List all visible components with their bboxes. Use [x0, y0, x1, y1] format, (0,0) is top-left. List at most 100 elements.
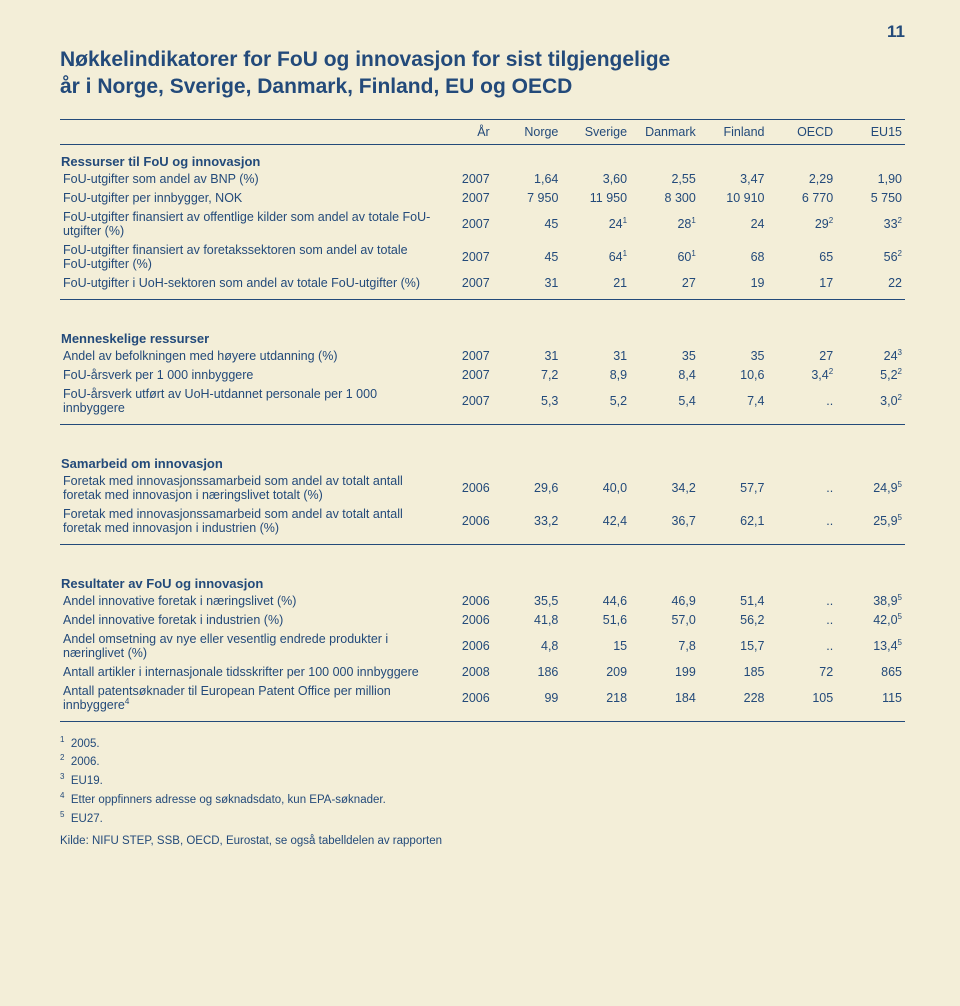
- row-value: 5,22: [836, 366, 905, 385]
- row-year: 2006: [433, 472, 492, 505]
- row-value: 40,0: [561, 472, 630, 505]
- row-value: 35: [699, 347, 768, 366]
- row-value: 56,2: [699, 611, 768, 630]
- section-title: Menneskelige ressurser: [60, 322, 905, 347]
- row-value: 35: [630, 347, 699, 366]
- footnote: 2 2006.: [60, 754, 905, 772]
- row-label: FoU-utgifter per innbygger, NOK: [60, 189, 433, 208]
- row-value: 31: [561, 347, 630, 366]
- page-number: 11: [60, 22, 905, 42]
- row-label: FoU-utgifter finansiert av offentlige ki…: [60, 208, 433, 241]
- table-row: FoU-utgifter per innbygger, NOK20077 950…: [60, 189, 905, 208]
- row-value: 5,3: [493, 385, 562, 418]
- row-value: 31: [493, 274, 562, 293]
- section-header-row: Menneskelige ressurser: [60, 322, 905, 347]
- table-row: Foretak med innovasjonssamarbeid som and…: [60, 472, 905, 505]
- row-label: Foretak med innovasjonssamarbeid som and…: [60, 505, 433, 538]
- row-value: 24: [699, 208, 768, 241]
- row-value: 15: [561, 630, 630, 663]
- source-line: Kilde: NIFU STEP, SSB, OECD, Eurostat, s…: [60, 835, 905, 847]
- row-label: FoU-årsverk per 1 000 innbyggere: [60, 366, 433, 385]
- table-row: Antall artikler i internasjonale tidsskr…: [60, 663, 905, 682]
- footnotes: 1 2005.2 2006.3 EU19.4 Etter oppfinners …: [60, 736, 905, 829]
- row-value: ..: [768, 630, 837, 663]
- row-value: 36,7: [630, 505, 699, 538]
- row-value: 10 910: [699, 189, 768, 208]
- row-year: 2006: [433, 592, 492, 611]
- row-value: 24,95: [836, 472, 905, 505]
- row-value: 228: [699, 682, 768, 715]
- row-value: ..: [768, 611, 837, 630]
- table-row: FoU-utgifter i UoH-sektoren som andel av…: [60, 274, 905, 293]
- row-value: 8,9: [561, 366, 630, 385]
- row-value: 11 950: [561, 189, 630, 208]
- indicator-table: ÅrNorgeSverigeDanmarkFinlandOECDEU15Ress…: [60, 119, 905, 722]
- table-row: FoU-utgifter som andel av BNP (%)20071,6…: [60, 170, 905, 189]
- row-value: 4,8: [493, 630, 562, 663]
- row-value: 562: [836, 241, 905, 274]
- title-line-1: Nøkkelindikatorer for FoU og innovasjon …: [60, 48, 670, 71]
- table-row: Antall patentsøknader til European Paten…: [60, 682, 905, 715]
- column-header: EU15: [836, 119, 905, 144]
- table-row: FoU-utgifter finansiert av offentlige ki…: [60, 208, 905, 241]
- row-value: 46,9: [630, 592, 699, 611]
- row-year: 2007: [433, 366, 492, 385]
- row-value: 65: [768, 241, 837, 274]
- column-header: Sverige: [561, 119, 630, 144]
- row-value: 10,6: [699, 366, 768, 385]
- row-year: 2007: [433, 347, 492, 366]
- row-value: ..: [768, 592, 837, 611]
- column-header: OECD: [768, 119, 837, 144]
- table-row: FoU-årsverk utført av UoH-utdannet perso…: [60, 385, 905, 418]
- row-year: 2006: [433, 611, 492, 630]
- row-label: Andel omsetning av nye eller vesentlig e…: [60, 630, 433, 663]
- row-value: 281: [630, 208, 699, 241]
- row-value: 7 950: [493, 189, 562, 208]
- row-value: 7,8: [630, 630, 699, 663]
- row-year: 2007: [433, 274, 492, 293]
- row-value: 218: [561, 682, 630, 715]
- row-value: 22: [836, 274, 905, 293]
- table-row: Andel av befolkningen med høyere utdanni…: [60, 347, 905, 366]
- header-empty: [60, 119, 433, 144]
- row-year: 2007: [433, 189, 492, 208]
- row-value: 31: [493, 347, 562, 366]
- footnote: 4 Etter oppfinners adresse og søknadsdat…: [60, 792, 905, 810]
- row-label: FoU-årsverk utført av UoH-utdannet perso…: [60, 385, 433, 418]
- row-value: 7,2: [493, 366, 562, 385]
- section-title: Ressurser til FoU og innovasjon: [60, 144, 905, 170]
- row-value: 641: [561, 241, 630, 274]
- row-label: Andel innovative foretak i industrien (%…: [60, 611, 433, 630]
- row-value: 115: [836, 682, 905, 715]
- row-value: 3,42: [768, 366, 837, 385]
- section-gap: [60, 424, 905, 447]
- column-header: Norge: [493, 119, 562, 144]
- row-year: 2007: [433, 241, 492, 274]
- row-value: 62,1: [699, 505, 768, 538]
- row-value: 865: [836, 663, 905, 682]
- row-label: FoU-utgifter som andel av BNP (%): [60, 170, 433, 189]
- row-value: 1,90: [836, 170, 905, 189]
- row-value: 2,29: [768, 170, 837, 189]
- row-value: ..: [768, 472, 837, 505]
- row-value: 51,6: [561, 611, 630, 630]
- row-value: 51,4: [699, 592, 768, 611]
- footnote: 3 EU19.: [60, 773, 905, 791]
- page-title: Nøkkelindikatorer for FoU og innovasjon …: [60, 46, 905, 101]
- row-value: 17: [768, 274, 837, 293]
- column-header: Danmark: [630, 119, 699, 144]
- row-value: 38,95: [836, 592, 905, 611]
- column-header: Finland: [699, 119, 768, 144]
- row-value: 45: [493, 208, 562, 241]
- row-value: 601: [630, 241, 699, 274]
- section-header-row: Ressurser til FoU og innovasjon: [60, 144, 905, 170]
- row-value: 209: [561, 663, 630, 682]
- row-value: 1,64: [493, 170, 562, 189]
- section-title: Samarbeid om innovasjon: [60, 447, 905, 472]
- row-value: 99: [493, 682, 562, 715]
- row-value: 27: [630, 274, 699, 293]
- row-label: Andel av befolkningen med høyere utdanni…: [60, 347, 433, 366]
- row-value: 2,55: [630, 170, 699, 189]
- row-value: 45: [493, 241, 562, 274]
- row-value: 3,02: [836, 385, 905, 418]
